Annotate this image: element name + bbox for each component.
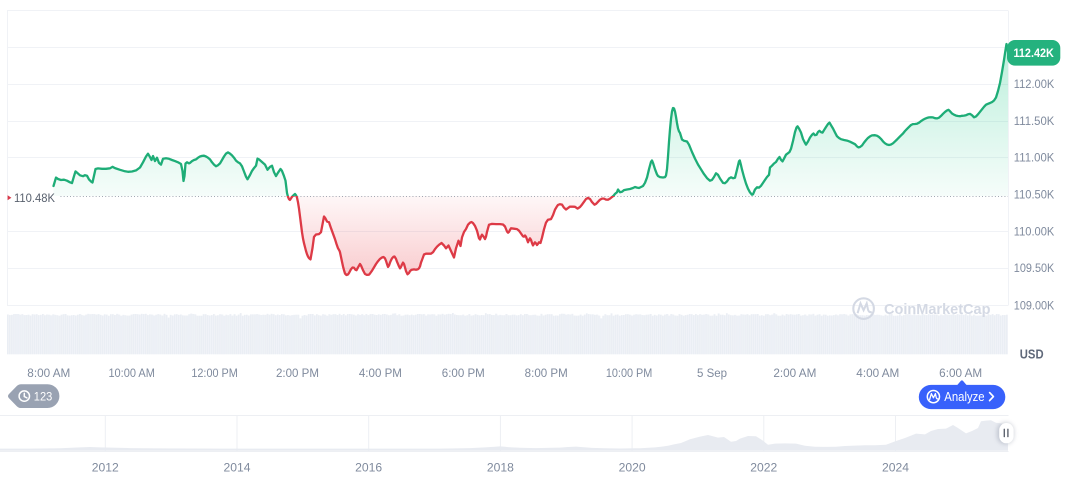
svg-text:2012: 2012	[92, 462, 119, 474]
svg-text:2:00 AM: 2:00 AM	[773, 368, 816, 380]
svg-text:2014: 2014	[224, 462, 252, 474]
svg-text:USD: USD	[1020, 347, 1044, 362]
svg-text:10:00 PM: 10:00 PM	[606, 368, 653, 380]
svg-text:109.50K: 109.50K	[1014, 263, 1055, 275]
svg-text:110.50K: 110.50K	[1014, 190, 1055, 202]
svg-text:4:00 PM: 4:00 PM	[359, 368, 402, 380]
svg-text:2024: 2024	[882, 462, 910, 474]
svg-text:CoinMarketCap: CoinMarketCap	[884, 301, 991, 318]
svg-text:8:00 PM: 8:00 PM	[525, 368, 568, 380]
svg-text:110.48K: 110.48K	[14, 191, 55, 205]
svg-text:12:00 PM: 12:00 PM	[191, 368, 238, 380]
svg-text:4:00 AM: 4:00 AM	[856, 368, 899, 380]
svg-text:112.00K: 112.00K	[1014, 79, 1055, 91]
svg-text:110.00K: 110.00K	[1014, 226, 1055, 238]
svg-text:Analyze: Analyze	[944, 390, 984, 404]
svg-text:2020: 2020	[619, 462, 646, 474]
svg-text:6:00 AM: 6:00 AM	[939, 368, 982, 380]
svg-text:6:00 PM: 6:00 PM	[442, 368, 485, 380]
svg-text:2:00 PM: 2:00 PM	[276, 368, 319, 380]
svg-text:123: 123	[34, 389, 53, 403]
svg-text:2016: 2016	[355, 462, 382, 474]
svg-text:10:00 AM: 10:00 AM	[108, 368, 155, 380]
svg-text:109.00K: 109.00K	[1014, 300, 1055, 312]
svg-text:5 Sep: 5 Sep	[697, 368, 727, 380]
svg-text:2022: 2022	[750, 462, 777, 474]
svg-text:111.00K: 111.00K	[1014, 153, 1055, 165]
svg-text:2018: 2018	[487, 462, 514, 474]
svg-text:8:00 AM: 8:00 AM	[27, 368, 70, 380]
svg-text:112.42K: 112.42K	[1014, 46, 1055, 60]
svg-text:111.50K: 111.50K	[1014, 116, 1055, 128]
